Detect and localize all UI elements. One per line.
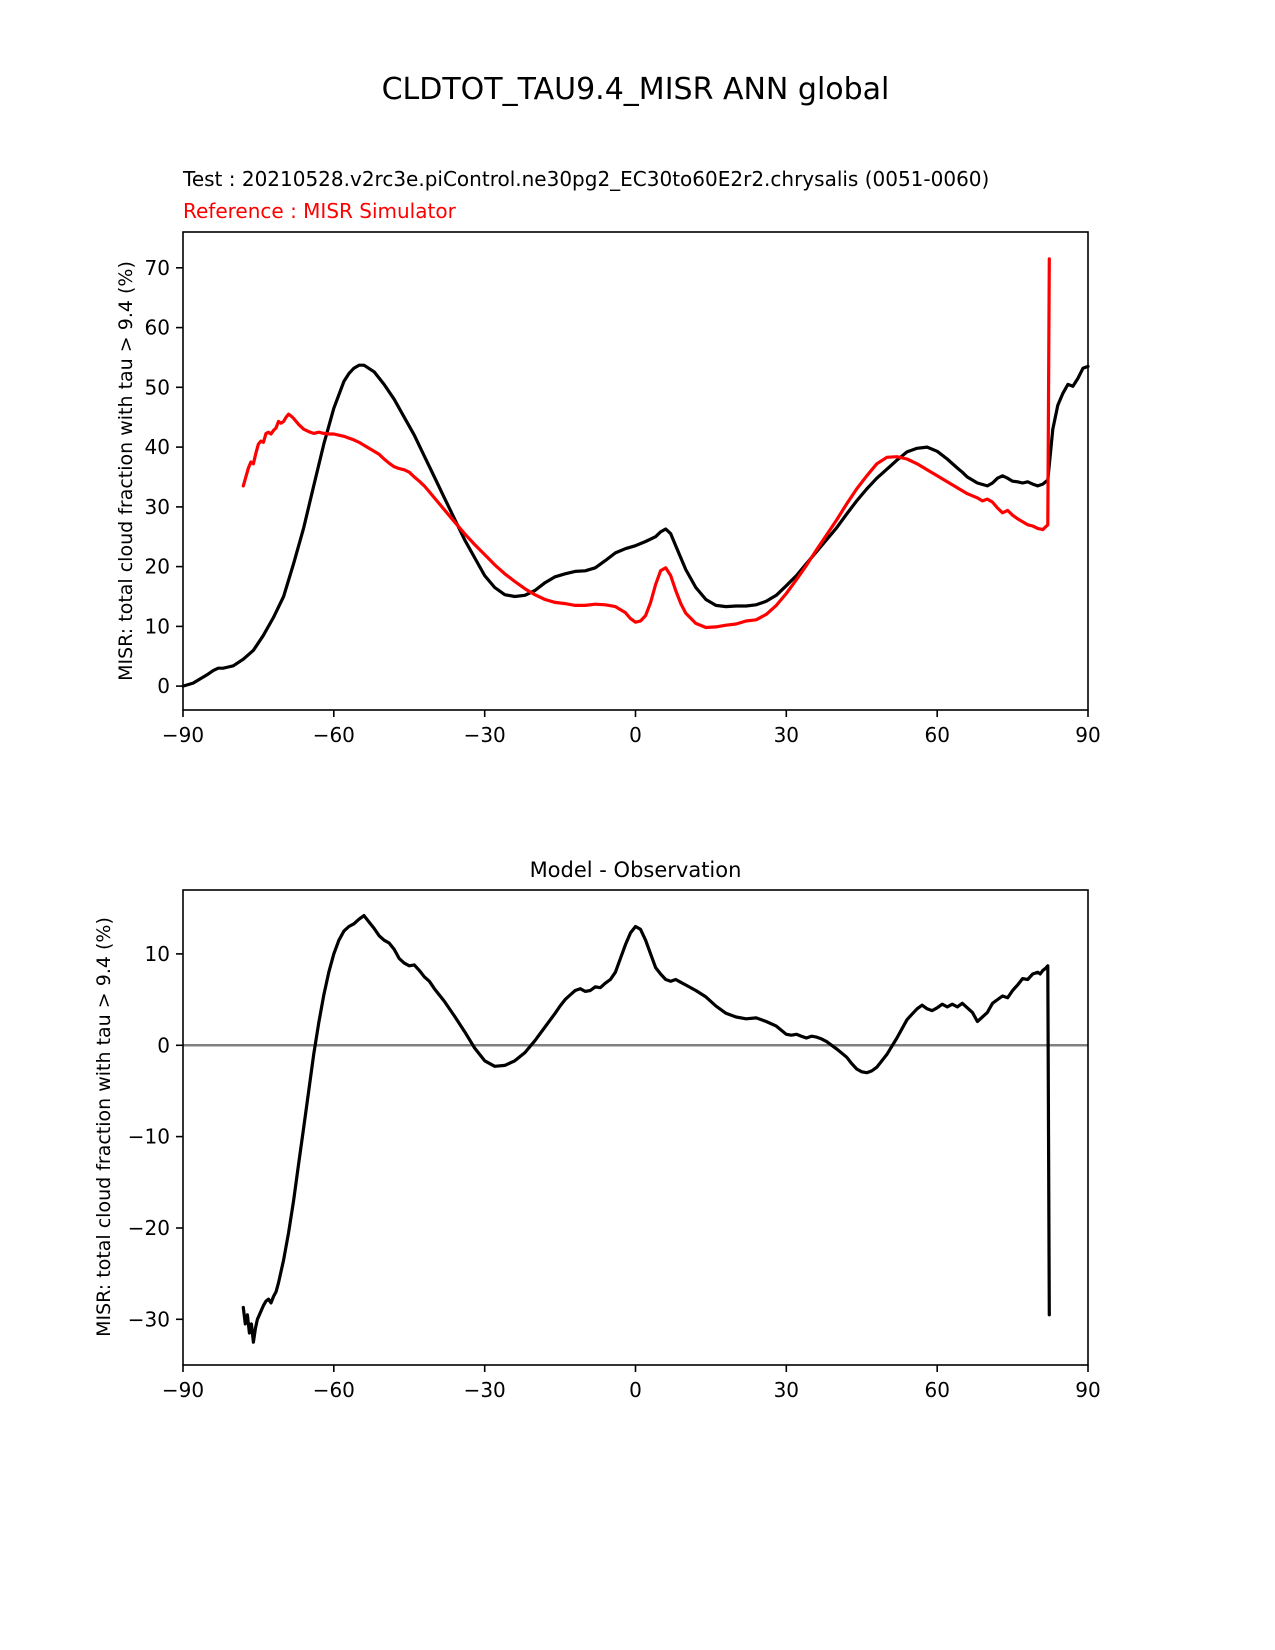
x-tick-label: 30 <box>774 1378 799 1402</box>
x-tick-label: 0 <box>629 1378 642 1402</box>
plot-frame <box>182 889 1089 1366</box>
y-tick-label: 10 <box>145 614 170 638</box>
x-tick-label: −60 <box>313 723 355 747</box>
figure-title: CLDTOT_TAU9.4_MISR ANN global <box>381 72 890 107</box>
y-tick-label: −30 <box>128 1307 170 1331</box>
x-tick-label: 60 <box>924 1378 949 1402</box>
y-tick-label: −20 <box>128 1216 170 1240</box>
bottom-chart-title: Model - Observation <box>529 858 742 882</box>
x-tick-label: −90 <box>162 1378 204 1402</box>
y-tick-label: 30 <box>145 495 170 519</box>
y-tick-label: −10 <box>128 1125 170 1149</box>
x-tick-label: 60 <box>924 723 949 747</box>
reference-label: Reference : MISR Simulator <box>183 199 456 223</box>
y-tick-label: 10 <box>145 942 170 966</box>
y-tick-label: 40 <box>145 435 170 459</box>
series-line-test <box>181 363 1090 688</box>
y-tick-label: 60 <box>145 316 170 340</box>
x-tick-label: −90 <box>162 723 204 747</box>
series-line-difference <box>241 913 1051 1344</box>
y-tick-label: 50 <box>145 375 170 399</box>
x-tick-label: 90 <box>1075 1378 1100 1402</box>
x-tick-label: 30 <box>774 723 799 747</box>
series-line-reference <box>241 257 1051 630</box>
test-label: Test : 20210528.v2rc3e.piControl.ne30pg2… <box>183 167 990 191</box>
y-tick-label: 0 <box>157 1033 170 1057</box>
top-chart-canvas: −90 −60 −30 0 30 60 90 0 10 20 30 40 50 60 70 <box>145 231 1101 747</box>
x-tick-label: −60 <box>313 1378 355 1402</box>
y-tick-label: 20 <box>145 555 170 579</box>
y-tick-label: 70 <box>145 256 170 280</box>
x-tick-label: −30 <box>464 723 506 747</box>
bottom-chart-canvas: −90 −60 −30 0 30 60 90 −30 −20 −10 0 10 <box>128 889 1101 1402</box>
y-tick-label: 0 <box>157 674 170 698</box>
x-tick-label: 0 <box>629 723 642 747</box>
x-tick-label: 90 <box>1075 723 1100 747</box>
x-tick-label: −30 <box>464 1378 506 1402</box>
